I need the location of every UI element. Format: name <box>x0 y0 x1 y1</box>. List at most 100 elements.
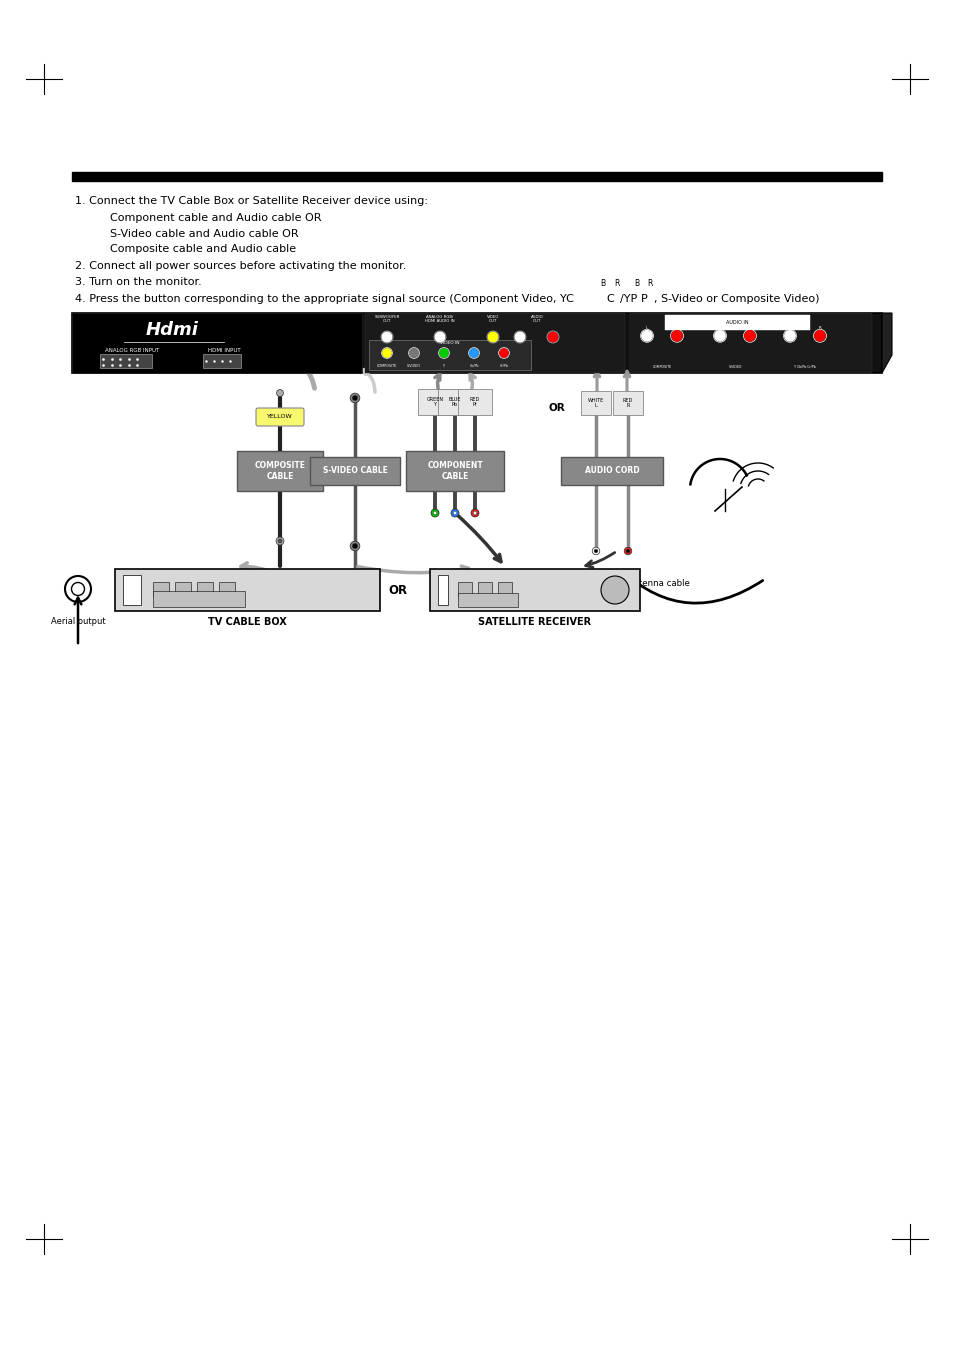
Text: Hdmi: Hdmi <box>146 320 198 339</box>
Text: HDMI INPUT: HDMI INPUT <box>208 347 240 353</box>
Circle shape <box>382 349 391 357</box>
Text: Y: Y <box>442 363 444 367</box>
Bar <box>71 172 882 181</box>
Circle shape <box>592 547 599 555</box>
Circle shape <box>382 332 392 342</box>
FancyBboxPatch shape <box>560 457 662 485</box>
Circle shape <box>641 331 652 340</box>
Circle shape <box>592 397 599 405</box>
Text: COMPOSITE: COMPOSITE <box>652 365 671 369</box>
Text: 2. Connect all power sources before activating the monitor.: 2. Connect all power sources before acti… <box>75 261 406 272</box>
Text: VIDEO
OUT: VIDEO OUT <box>486 315 498 323</box>
Text: WHITE
L: WHITE L <box>587 397 603 408</box>
Circle shape <box>515 332 524 342</box>
Text: , S-Video or Composite Video): , S-Video or Composite Video) <box>653 295 818 304</box>
Bar <box>457 582 472 596</box>
Text: OR: OR <box>388 584 407 597</box>
Circle shape <box>499 349 508 357</box>
Circle shape <box>277 539 282 543</box>
Bar <box>664 315 809 330</box>
FancyBboxPatch shape <box>310 457 399 485</box>
Text: Cr/Pb: Cr/Pb <box>499 363 508 367</box>
Bar <box>477 582 492 596</box>
Circle shape <box>473 399 476 403</box>
Bar <box>437 576 448 605</box>
Text: SATELLITE RECEIVER: SATELLITE RECEIVER <box>478 617 591 627</box>
Circle shape <box>352 396 357 401</box>
Bar <box>365 313 624 373</box>
Circle shape <box>276 389 283 396</box>
Text: Composite cable and Audio cable: Composite cable and Audio cable <box>110 245 295 254</box>
Bar <box>152 590 245 607</box>
Bar <box>629 313 871 373</box>
Text: 1. Connect the TV Cable Box or Satellite Receiver device using:: 1. Connect the TV Cable Box or Satellite… <box>75 196 428 205</box>
Text: Y Cb/Pb Cr/Pb: Y Cb/Pb Cr/Pb <box>793 365 815 369</box>
Text: AUDIO CORD: AUDIO CORD <box>584 466 639 476</box>
Text: R: R <box>614 280 619 289</box>
Text: VIDEO IN: VIDEO IN <box>439 340 459 345</box>
Circle shape <box>714 331 724 340</box>
Circle shape <box>350 542 359 551</box>
Circle shape <box>275 536 284 544</box>
Text: SUBWOOFER
OUT: SUBWOOFER OUT <box>374 315 399 323</box>
Bar <box>71 313 882 373</box>
FancyBboxPatch shape <box>406 451 503 490</box>
Bar <box>203 354 241 367</box>
FancyBboxPatch shape <box>255 408 304 426</box>
Text: Satellite antenna cable: Satellite antenna cable <box>589 578 689 588</box>
Circle shape <box>453 511 456 515</box>
Circle shape <box>488 332 497 342</box>
Circle shape <box>784 331 795 340</box>
FancyBboxPatch shape <box>580 390 610 415</box>
FancyBboxPatch shape <box>457 389 492 415</box>
Text: P: P <box>639 295 646 304</box>
Text: OR: OR <box>332 466 349 476</box>
Circle shape <box>744 331 755 340</box>
Bar <box>71 313 361 373</box>
Text: 4. Press the button corresponding to the appropriate signal source (Component Vi: 4. Press the button corresponding to the… <box>75 295 574 304</box>
Text: S-Video cable and Audio cable OR: S-Video cable and Audio cable OR <box>110 230 298 239</box>
Bar <box>219 582 234 596</box>
Circle shape <box>352 543 357 549</box>
Circle shape <box>671 331 681 340</box>
Text: L: L <box>645 326 647 330</box>
Text: R: R <box>818 326 821 330</box>
Circle shape <box>548 332 558 342</box>
Text: RED
Pr: RED Pr <box>470 397 479 407</box>
FancyBboxPatch shape <box>417 389 452 415</box>
FancyBboxPatch shape <box>236 451 323 490</box>
Circle shape <box>350 393 359 403</box>
Circle shape <box>594 399 598 403</box>
Circle shape <box>623 397 631 405</box>
Circle shape <box>625 550 629 553</box>
Circle shape <box>410 349 417 357</box>
Circle shape <box>471 397 478 405</box>
Text: Component cable and Audio cable OR: Component cable and Audio cable OR <box>110 213 321 223</box>
Circle shape <box>623 547 631 555</box>
Text: B: B <box>634 280 639 289</box>
Bar <box>152 582 169 596</box>
Text: Aerial output: Aerial output <box>51 617 105 626</box>
Circle shape <box>433 511 436 515</box>
Bar <box>123 576 141 605</box>
Bar <box>174 582 191 596</box>
Bar <box>369 340 531 370</box>
Circle shape <box>600 576 628 604</box>
FancyBboxPatch shape <box>437 389 472 415</box>
Text: ANALOG RGB INPUT: ANALOG RGB INPUT <box>105 347 159 353</box>
Bar <box>115 569 379 611</box>
Circle shape <box>435 332 444 342</box>
Circle shape <box>469 349 477 357</box>
Text: R: R <box>748 326 751 330</box>
Text: OR: OR <box>409 466 425 476</box>
Text: BLUE
Pb: BLUE Pb <box>448 397 460 407</box>
Polygon shape <box>882 313 891 373</box>
Circle shape <box>453 399 456 403</box>
Circle shape <box>451 509 458 517</box>
Text: COMPONENT
CABLE: COMPONENT CABLE <box>427 461 482 481</box>
Text: 3. Turn on the monitor.: 3. Turn on the monitor. <box>75 277 201 286</box>
Bar <box>497 582 512 596</box>
Circle shape <box>471 509 478 517</box>
Bar <box>100 354 152 367</box>
Text: ANALOG RGB/
HDMI AUDIO IN: ANALOG RGB/ HDMI AUDIO IN <box>425 315 455 323</box>
